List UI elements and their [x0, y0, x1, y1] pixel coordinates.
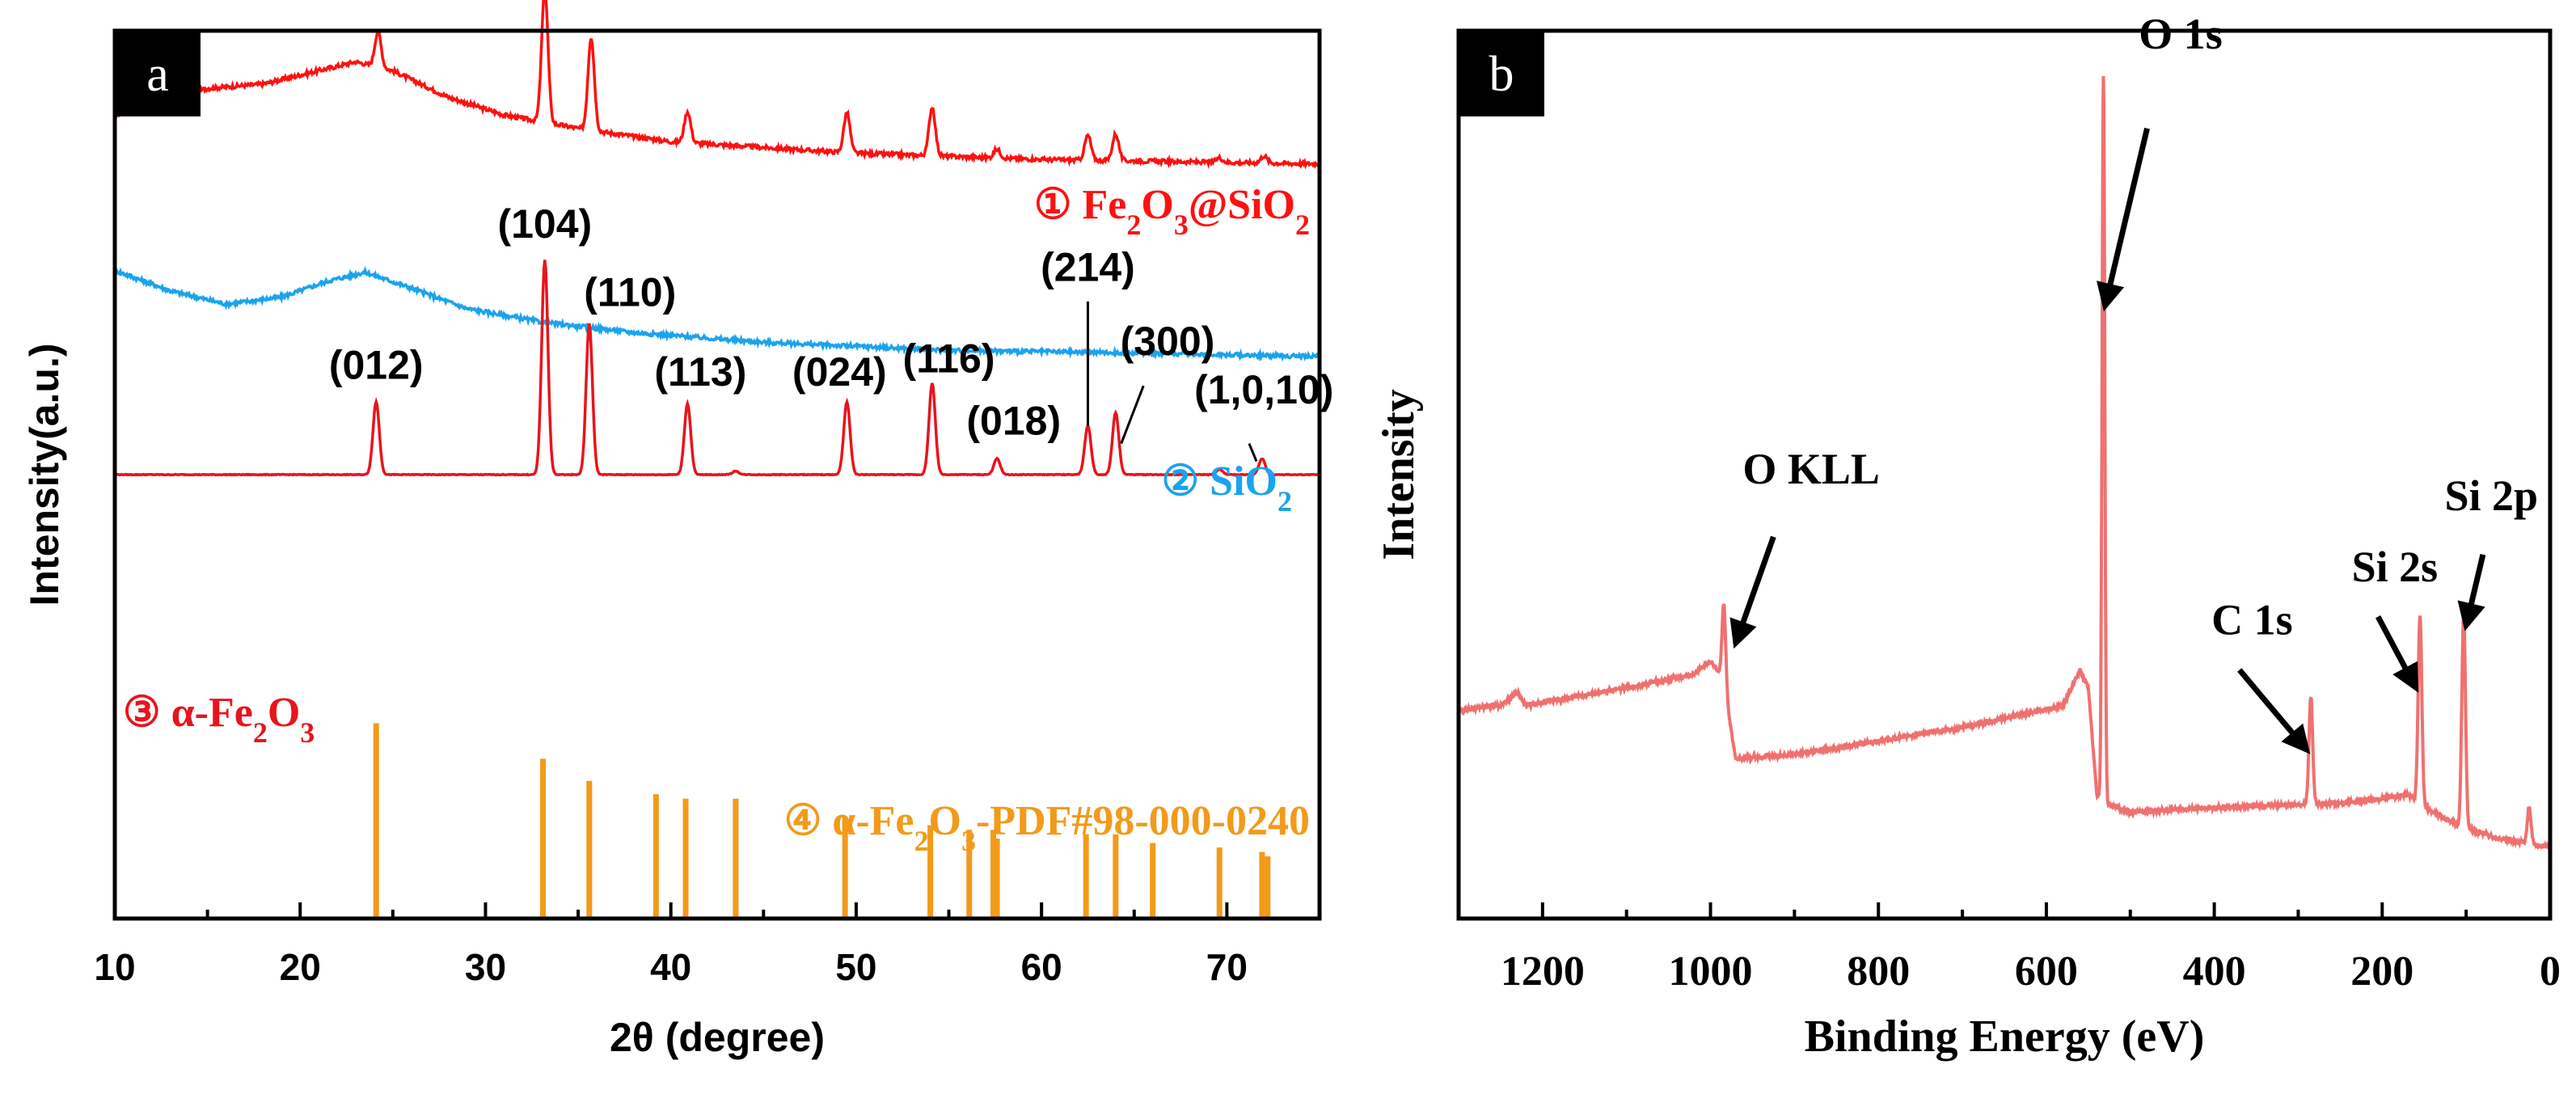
xrd-legend-sio2: ② SiO2 [1162, 458, 1292, 517]
xrd-series-line-fe2o3 [114, 260, 1320, 477]
xps-x-tick-label: 200 [2350, 948, 2413, 995]
xrd-x-tick-label: 30 [465, 946, 506, 988]
xrd-legend-fe2o3_sio2: ① Fe2O3@SiO2 [1034, 182, 1310, 241]
xrd-x-tick-label: 60 [1021, 946, 1062, 988]
xps-peak-arrow [2237, 668, 2311, 754]
panel-b-label-box [1459, 31, 1544, 116]
panel-a-label: a [146, 47, 169, 102]
xrd-x-tick-label: 20 [280, 946, 321, 988]
xrd-x-tick-label: 50 [835, 946, 876, 988]
xps-x-tick-label: 800 [1847, 948, 1910, 995]
xps-peak-arrow [2457, 554, 2486, 631]
xps-x-tick-label: 600 [2015, 948, 2078, 995]
hkl-label: (024) [792, 349, 887, 395]
xrd-x-tick-label: 70 [1206, 946, 1248, 988]
xps-x-tick-label: 1000 [1669, 948, 1753, 995]
xrd-x-tick-label: 40 [650, 946, 691, 988]
xps-peak-arrow [2375, 615, 2419, 693]
xrd-x-axis: 10 20 30 40 50 60 70 [94, 902, 1321, 988]
xps-peak-arrow [2097, 127, 2150, 312]
hkl-label: (104) [497, 201, 592, 247]
hkl-leader-line [1120, 385, 1145, 445]
hkl-label: (113) [654, 349, 746, 395]
xps-x-tick-label: 400 [2183, 948, 2246, 995]
xps-x-tick-label: 1200 [1501, 948, 1585, 995]
xps-peak-label: O 1s [2139, 10, 2223, 58]
hkl-label: (012) [329, 342, 424, 387]
xps-survey-line [1457, 76, 2552, 851]
xps-peak-label: Si 2p [2445, 471, 2539, 520]
xrd-y-axis-title: Intensity(a.u.) [22, 343, 67, 606]
xrd-series-line-sio2 [113, 265, 1321, 362]
hkl-label: (214) [1041, 245, 1135, 290]
xrd-plot-frame [112, 28, 1322, 921]
xps-y-axis-title: Intensity [1374, 389, 1424, 560]
xrd-legend-pdf: ④ α-Fe2O3-PDF#98-000-0240 [784, 798, 1310, 857]
hkl-label: (116) [903, 336, 995, 382]
hkl-label: (1,0,10) [1194, 367, 1333, 412]
hkl-label: (300) [1121, 319, 1215, 364]
xps-peak-label: O KLL [1742, 445, 1880, 493]
xrd-panel: ① Fe2O3@SiO2 ② SiO2 ③ α-Fe2O3 ④ α-Fe2O3-PDF… [22, 0, 1333, 1060]
xps-peak-arrow [1729, 535, 1776, 649]
xrd-plot-area: ① Fe2O3@SiO2 ② SiO2 ③ α-Fe2O3 ④ α-Fe2O3-PDF… [113, 0, 1333, 919]
xrd-x-tick-label: 10 [94, 946, 135, 988]
xrd-x-axis-title: 2θ (degree) [610, 1015, 825, 1060]
hkl-leader-line [1248, 442, 1258, 463]
xrd-series-line-fe2o3_sio2 [114, 0, 1321, 170]
xps-x-axis: 1200 1000 800 600 400 200 0 [1457, 902, 2561, 995]
xps-x-tick-label: 0 [2540, 948, 2561, 995]
xrd-legend-fe2o3: ③ α-Fe2O3 [123, 690, 315, 749]
hkl-label: (110) [584, 269, 676, 315]
panel-a-label-box [115, 31, 201, 116]
xps-peak-label: Si 2s [2352, 543, 2439, 591]
xps-x-axis-title: Binding Energy (eV) [1805, 1012, 2205, 1062]
hkl-label: (018) [966, 399, 1061, 444]
xps-peak-label: C 1s [2211, 596, 2293, 644]
panel-b-label: b [1489, 47, 1514, 102]
xps-plot-frame [1456, 28, 2553, 921]
